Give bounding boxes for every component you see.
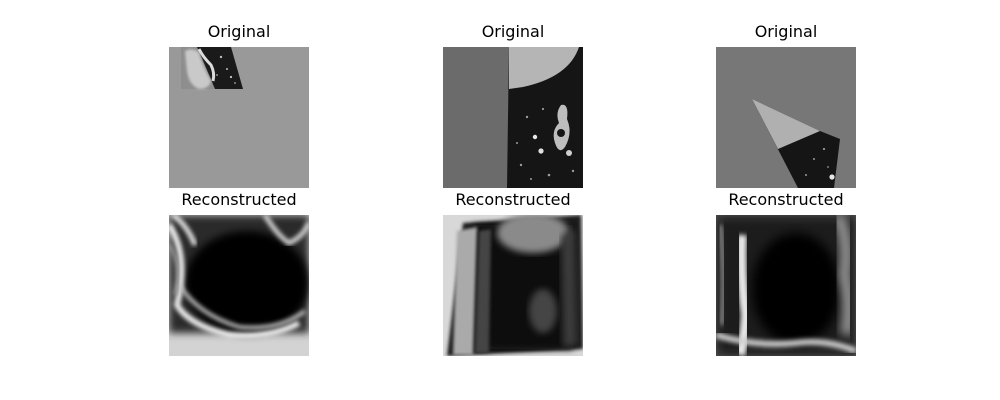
original-image-1 — [169, 47, 309, 188]
original-panel-1: Original — [169, 23, 309, 188]
panel-title: Original — [207, 22, 271, 41]
panel-title: Reconstructed — [181, 190, 297, 209]
original-panel-2: Original — [443, 23, 583, 188]
reconstructed-panel-2: Reconstructed — [443, 191, 583, 356]
original-image-2 — [443, 47, 583, 188]
original-panel-3: Original — [716, 23, 856, 188]
original-image-3 — [716, 47, 856, 188]
reconstructed-image-1 — [169, 215, 309, 356]
panel-title: Original — [481, 22, 545, 41]
reconstructed-image-2 — [443, 215, 583, 356]
panel-title: Reconstructed — [728, 190, 844, 209]
reconstructed-panel-1: Reconstructed — [169, 191, 309, 356]
reconstructed-image-3 — [716, 215, 856, 356]
reconstructed-panel-3: Reconstructed — [716, 191, 856, 356]
panel-title: Original — [754, 22, 818, 41]
panel-title: Reconstructed — [455, 190, 571, 209]
